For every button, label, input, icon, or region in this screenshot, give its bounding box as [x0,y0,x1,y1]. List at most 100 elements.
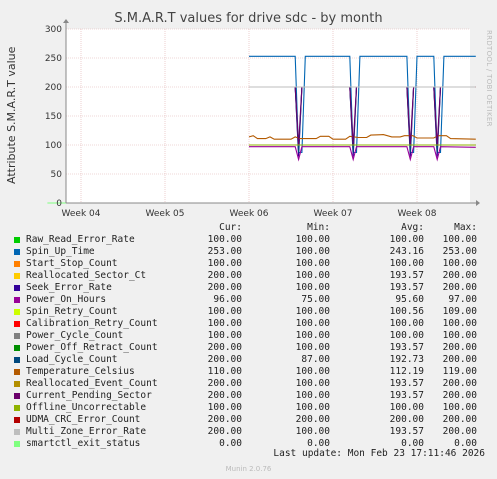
legend-value-min: 100.00 [295,426,330,437]
series-line-power-on-hours [249,146,476,162]
legend-value-avg: 100.00 [389,402,424,413]
legend-row: Temperature_Celsius 110.00 100.00 112.19 119… [12,366,482,378]
legend-series-name: Spin_Retry_Count [26,306,118,317]
legend-value-max: 200.00 [442,414,477,425]
legend-value-cur: 200.00 [207,426,242,437]
legend-value-avg: 193.57 [389,378,424,389]
legend-swatch [14,309,20,315]
legend-swatch [14,381,20,387]
legend-swatch [14,393,20,399]
legend-swatch [14,429,20,435]
y-tick-label: 300 [45,25,62,35]
legend-series-name: Raw_Read_Error_Rate [26,234,135,245]
legend-header-avg: Avg: [401,222,424,233]
x-tick-label: Week 07 [314,209,353,219]
legend-value-cur: 100.00 [207,234,242,245]
legend-row: Current_Pending_Sector 200.00 100.00 193.57… [12,390,482,402]
legend-value-avg: 100.00 [389,234,424,245]
legend-series-name: smartctl_exit_status [26,438,141,449]
legend-value-min: 100.00 [295,306,330,317]
legend-value-min: 100.00 [295,402,330,413]
x-tick-label: Week 06 [230,209,269,219]
legend-value-min: 100.00 [295,234,330,245]
y-tick-label: 100 [45,141,62,151]
legend-row: Load_Cycle_Count 200.00 87.00 192.73 200.00 [12,354,482,366]
y-tick-label: 200 [45,83,62,93]
legend-value-max: 200.00 [442,270,477,281]
legend-value-cur: 0.00 [219,438,242,449]
legend-value-cur: 200.00 [207,378,242,389]
legend-value-max: 200.00 [442,426,477,437]
legend-value-min: 87.00 [301,354,330,365]
legend-header-cur: Cur: [219,222,242,233]
legend-value-cur: 100.00 [207,402,242,413]
legend-value-max: 200.00 [442,378,477,389]
legend-value-min: 0.00 [307,438,330,449]
legend-row: Spin_Up_Time 253.00 100.00 243.16 253.00 [12,246,482,258]
chart-svg: 0 50 100 150 200 250 300 Week 04 Week 05 Week 06 W… [45,19,480,219]
legend-value-max: 100.00 [442,318,477,329]
legend-value-cur: 200.00 [207,390,242,401]
legend-row: Power_Off_Retract_Count 200.00 100.00 193.5… [12,342,482,354]
legend-value-cur: 253.00 [207,246,242,257]
rrdtool-credit: RRDTOOL / TOBI OETIKER [485,30,493,127]
legend-value-avg: 100.00 [389,318,424,329]
series-line-temperature-celsius [248,134,476,140]
legend-value-avg: 112.19 [389,366,424,377]
legend-value-avg: 0.00 [401,438,424,449]
legend-value-min: 100.00 [295,342,330,353]
x-axis-arrow [476,200,480,206]
legend-swatch [14,357,20,363]
legend-value-min: 100.00 [295,366,330,377]
legend: Cur: Min: Avg: Max: Raw_Read_Error_Rate 1… [12,222,482,450]
legend-value-min: 100.00 [295,330,330,341]
legend-swatch [14,249,20,255]
legend-series-name: UDMA_CRC_Error_Count [26,414,141,425]
legend-value-avg: 243.16 [389,246,424,257]
legend-series-name: Reallocated_Sector_Ct [26,270,147,281]
chart-title: S.M.A.R.T values for drive sdc - by mont… [114,11,383,26]
legend-value-min: 100.00 [295,318,330,329]
legend-swatch [14,321,20,327]
legend-value-min: 75.00 [301,294,330,305]
legend-value-max: 200.00 [442,354,477,365]
y-tick-label: 150 [45,112,62,122]
legend-value-cur: 96.00 [213,294,242,305]
legend-value-cur: 200.00 [207,354,242,365]
legend-value-avg: 200.00 [389,414,424,425]
legend-value-cur: 100.00 [207,318,242,329]
legend-value-max: 253.00 [442,246,477,257]
legend-value-cur: 100.00 [207,258,242,269]
legend-value-min: 100.00 [295,270,330,281]
legend-swatch [14,237,20,243]
y-tick-label: 250 [45,54,62,64]
legend-row: Start_Stop_Count 100.00 100.00 100.00 100.00 [12,258,482,270]
legend-value-max: 109.00 [442,306,477,317]
legend-value-max: 100.00 [442,330,477,341]
legend-row: Seek_Error_Rate 200.00 100.00 193.57 200.00 [12,282,482,294]
legend-series-name: Offline_Uncorrectable [26,402,147,413]
legend-value-min: 100.00 [295,246,330,257]
legend-row: Offline_Uncorrectable 100.00 100.00 100.00 1… [12,402,482,414]
legend-row: Reallocated_Event_Count 200.00 100.00 193.5… [12,378,482,390]
legend-series-name: Seek_Error_Rate [26,282,112,293]
legend-series-name: Start_Stop_Count [26,258,118,269]
legend-row: Raw_Read_Error_Rate 100.00 100.00 100.00 100… [12,234,482,246]
legend-value-max: 200.00 [442,282,477,293]
legend-value-cur: 110.00 [207,366,242,377]
legend-value-min: 100.00 [295,282,330,293]
legend-value-avg: 100.00 [389,330,424,341]
munin-version: Munin 2.0.76 [225,465,272,473]
legend-value-min: 200.00 [295,414,330,425]
y-tick-label: 0 [56,199,62,209]
legend-value-max: 0.00 [454,438,477,449]
legend-value-cur: 200.00 [207,282,242,293]
legend-value-avg: 193.57 [389,342,424,353]
legend-series-name: Temperature_Celsius [26,366,135,377]
legend-value-avg: 192.73 [389,354,424,365]
legend-series-name: Power_Off_Retract_Count [26,342,158,353]
legend-row: Spin_Retry_Count 100.00 100.00 100.56 109.00 [12,306,482,318]
legend-value-avg: 193.57 [389,282,424,293]
legend-value-max: 200.00 [442,342,477,353]
